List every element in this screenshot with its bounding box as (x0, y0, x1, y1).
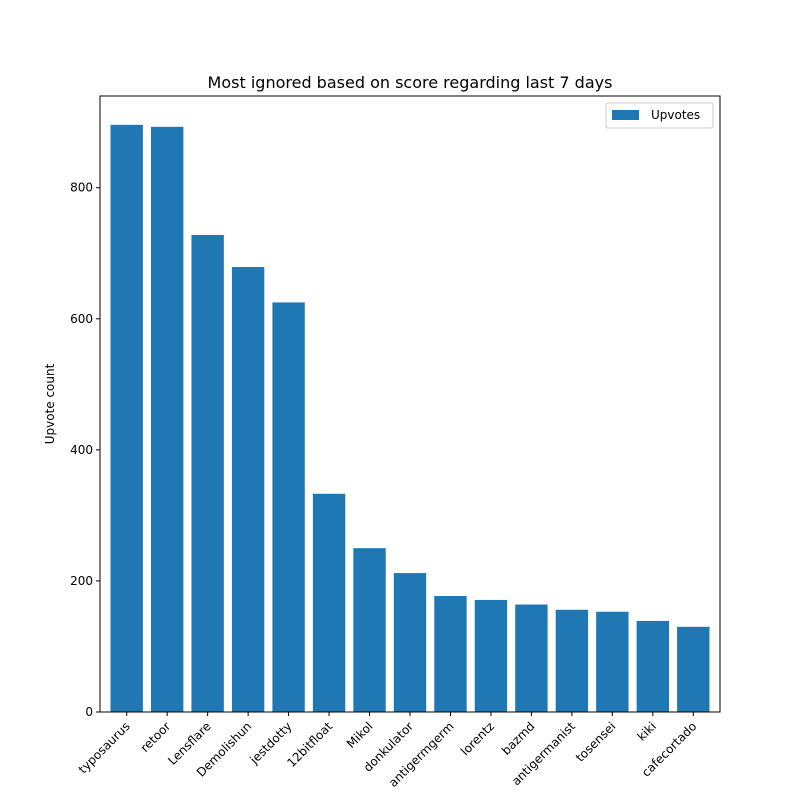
bar-lorentz (474, 599, 508, 712)
legend-swatch (612, 110, 639, 120)
bar-typosaurus (110, 124, 143, 712)
bars-group (110, 124, 710, 713)
bar-12bitfloat (312, 493, 346, 712)
plot-frame (99, 95, 721, 713)
legend: Upvotes (605, 102, 714, 129)
bar-Demolishun (231, 267, 265, 712)
bar-bazmd (515, 604, 548, 712)
x-axis-ticks: typosaurus retoorLensflareDemolishunjestd… (76, 712, 699, 790)
bar-Lensflare (191, 234, 224, 712)
x-tick-label: kiki (634, 719, 658, 743)
x-tick-label: bazmd (499, 719, 538, 758)
bar-cafecortado (677, 626, 710, 712)
chart-title: Most ignored based on score regarding la… (208, 73, 613, 92)
x-tick-label: typosaurus (76, 719, 133, 776)
bar-kiki (636, 620, 670, 712)
x-tick-label: retoor (138, 719, 174, 755)
bar-retoor (150, 126, 184, 713)
x-tick-label: lorentz (458, 719, 497, 758)
legend-label-upvotes: Upvotes (651, 108, 700, 122)
x-tick-label: tosensei (573, 719, 618, 764)
y-axis-ticks: 0 200 400 600 800 (70, 181, 100, 719)
bar-antigermanist (555, 609, 589, 712)
y-tick-label: 400 (70, 443, 93, 457)
bar-jestdotty (272, 302, 305, 712)
x-tick-label: Mikol (344, 719, 376, 751)
bar-tosensei (596, 611, 629, 712)
y-axis-label: Upvote count (43, 363, 57, 444)
legend-box (605, 102, 714, 129)
bar-Mikol (353, 548, 386, 712)
bar-antigermgerm (434, 596, 467, 712)
bar-donkulator (393, 573, 427, 712)
y-tick-label: 200 (70, 574, 93, 588)
y-tick-label: 800 (70, 181, 93, 195)
y-tick-label: 0 (85, 705, 93, 719)
y-tick-label: 600 (70, 312, 93, 326)
